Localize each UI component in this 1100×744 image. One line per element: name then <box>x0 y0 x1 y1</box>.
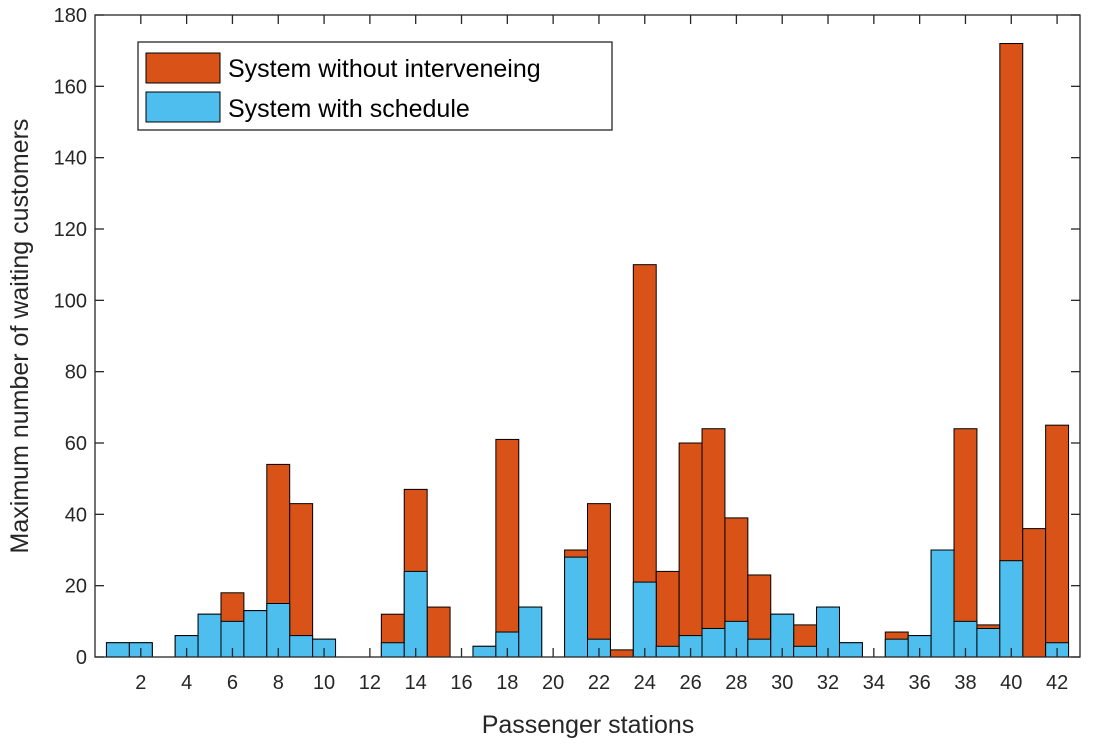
x-tick-label: 16 <box>450 672 472 694</box>
x-tick-label: 36 <box>909 672 931 694</box>
bar-with-schedule-station-27 <box>701 627 726 658</box>
x-tick-label: 32 <box>817 672 839 694</box>
bar-with-schedule-station-17 <box>472 645 497 658</box>
bar-without-intervening-station-15 <box>426 606 451 658</box>
bar-with-schedule-station-25 <box>655 645 680 658</box>
axes <box>94 14 1081 658</box>
bar-with-schedule-station-19 <box>518 606 543 658</box>
plot-frame <box>94 14 1081 658</box>
x-tick-label: 2 <box>135 672 146 694</box>
legend-label-without-intervening: System without interveneing <box>228 55 541 83</box>
bar-without-intervening-station-9 <box>289 503 314 658</box>
bar-with-schedule-station-31 <box>793 645 818 658</box>
bar-with-schedule-station-5 <box>197 613 222 658</box>
y-tick-label: 40 <box>65 504 87 526</box>
x-tick-label: 4 <box>181 672 192 694</box>
y-axis-ticks: 0 20 40 60 80 100 120 140 160 180 <box>54 5 1080 669</box>
x-tick-label: 42 <box>1046 672 1068 694</box>
y-tick-label: 0 <box>76 647 87 669</box>
bar-with-schedule-station-39 <box>976 627 1001 658</box>
x-tick-label: 34 <box>863 672 885 694</box>
bar-with-schedule-station-9 <box>289 635 314 658</box>
y-tick-label: 20 <box>65 576 87 598</box>
bar-without-intervening-station-23 <box>609 649 634 658</box>
bar-with-schedule-station-7 <box>243 610 268 658</box>
legend: System without interveneing System with … <box>137 41 613 131</box>
series-without-intervening-bars <box>105 43 1070 658</box>
y-tick-label: 160 <box>54 76 87 98</box>
x-tick-label: 28 <box>725 672 747 694</box>
x-tick-label: 38 <box>954 672 976 694</box>
x-tick-label: 40 <box>1000 672 1022 694</box>
y-tick-label: 100 <box>54 290 87 312</box>
x-tick-label: 14 <box>405 672 427 694</box>
y-tick-label: 80 <box>65 362 87 384</box>
y-axis-label: Maximum number of waiting customers <box>6 119 34 554</box>
bar-with-schedule-station-14 <box>403 570 428 658</box>
bar-with-schedule-station-37 <box>930 549 955 658</box>
y-tick-label: 60 <box>65 433 87 455</box>
bar-with-schedule-station-13 <box>380 642 405 658</box>
x-tick-label: 10 <box>313 672 335 694</box>
bar-with-schedule-station-35 <box>884 638 909 658</box>
bar-with-schedule-station-29 <box>747 638 772 658</box>
x-tick-label: 26 <box>679 672 701 694</box>
x-tick-label: 30 <box>771 672 793 694</box>
bar-with-schedule-station-33 <box>838 642 863 658</box>
bar-without-intervening-station-25 <box>655 570 680 658</box>
y-tick-label: 180 <box>54 5 87 27</box>
bar-without-intervening-station-41 <box>1022 528 1047 658</box>
legend-swatch-with-schedule <box>145 91 221 123</box>
y-tick-label: 140 <box>54 148 87 170</box>
series-with-schedule-bars <box>105 549 1070 658</box>
x-axis-ticks: 2 4 6 8 10 12 14 16 18 20 22 24 26 28 30 32 34 36 38 40 42 <box>135 15 1068 694</box>
x-tick-label: 24 <box>634 672 656 694</box>
x-tick-label: 8 <box>273 672 284 694</box>
bar-without-intervening-station-18 <box>495 438 520 658</box>
x-tick-label: 12 <box>359 672 381 694</box>
y-tick-label: 120 <box>54 219 87 241</box>
legend-label-with-schedule: System with schedule <box>228 95 470 123</box>
bar-without-intervening-station-22 <box>587 503 611 658</box>
legend-swatch-without-intervening <box>145 52 221 84</box>
bar-with-schedule-station-40 <box>999 560 1024 658</box>
bar-without-intervening-station-27 <box>701 428 726 658</box>
bar-without-intervening-station-42 <box>1045 424 1070 658</box>
x-tick-label: 22 <box>588 672 610 694</box>
x-tick-label: 20 <box>542 672 564 694</box>
bar-with-schedule-station-21 <box>564 556 589 658</box>
bar-with-schedule-station-1 <box>105 642 130 658</box>
x-tick-label: 18 <box>496 672 518 694</box>
x-tick-label: 6 <box>227 672 238 694</box>
x-axis-label: Passenger stations <box>482 711 695 739</box>
bar-with-schedule-station-24 <box>632 581 657 658</box>
bar-without-intervening-station-26 <box>678 442 703 658</box>
